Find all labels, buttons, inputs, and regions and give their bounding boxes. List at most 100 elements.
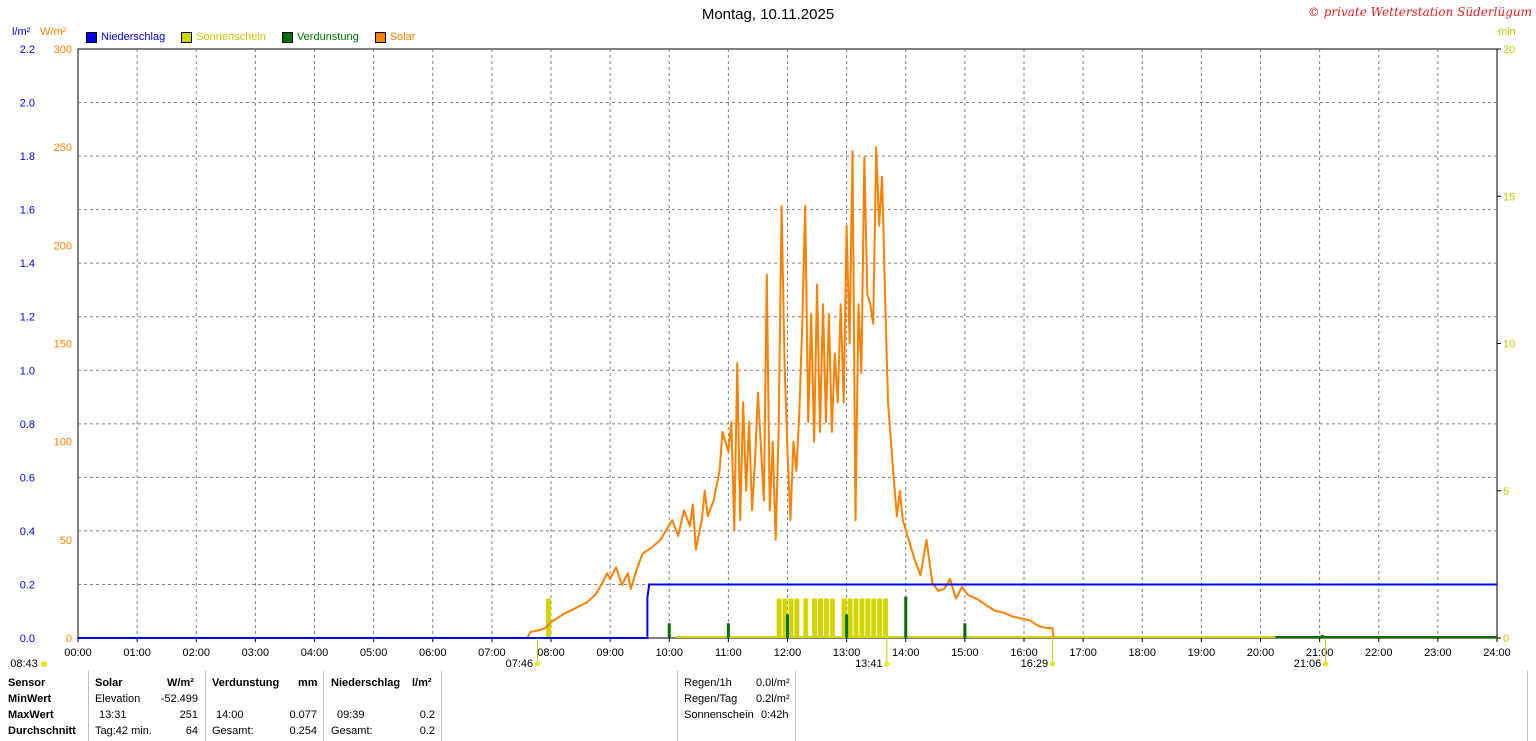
extra-value: 0.0l/m² bbox=[756, 677, 790, 689]
sunshine-bar bbox=[776, 598, 782, 638]
legend-swatch bbox=[374, 31, 386, 43]
x-tick-label: 10:00 bbox=[655, 647, 683, 659]
y-tick-label-minutes: 0 bbox=[1503, 633, 1509, 645]
y-tick-label-solar: 150 bbox=[54, 339, 72, 351]
y-tick-label-minutes: 5 bbox=[1503, 486, 1509, 498]
legend-swatch bbox=[281, 31, 293, 43]
y-tick-label-minutes: 20 bbox=[1503, 44, 1515, 56]
sunshine-bar bbox=[877, 598, 883, 638]
rain-header: Niederschlag bbox=[331, 677, 401, 689]
solar-min-value: -52.499 bbox=[160, 693, 198, 705]
x-tick-label: 09:00 bbox=[596, 647, 624, 659]
extra-label: Sonnenschein bbox=[684, 709, 754, 721]
sun-marker-label: 07:46 bbox=[506, 658, 534, 670]
x-tick-label: 18:00 bbox=[1128, 647, 1156, 659]
y-tick-label-rain: 0.4 bbox=[20, 526, 35, 538]
y-tick-label-rain: 0.2 bbox=[20, 579, 35, 591]
rain-unit-label: l/m² bbox=[12, 26, 31, 38]
legend-label: Niederschlag bbox=[101, 31, 166, 43]
divider bbox=[1527, 671, 1528, 741]
x-tick-label: 06:00 bbox=[419, 647, 447, 659]
x-tick-label: 17:00 bbox=[1069, 647, 1097, 659]
sunshine-bar bbox=[794, 598, 800, 638]
x-tick-label: 24:00 bbox=[1483, 647, 1511, 659]
legend-label: Verdunstung bbox=[296, 31, 359, 43]
y-tick-label-solar: 250 bbox=[54, 142, 72, 154]
evap-unit: mm bbox=[298, 677, 318, 689]
chart-title: Montag, 10.11.2025 bbox=[701, 6, 835, 23]
sunshine-bar bbox=[859, 598, 865, 638]
legend-label: Solar bbox=[389, 31, 416, 43]
sunshine-bar bbox=[803, 598, 809, 638]
solar-avg-value: 64 bbox=[185, 725, 198, 737]
solar-max-value: 251 bbox=[179, 709, 198, 721]
evaporation-bar bbox=[726, 623, 730, 638]
x-tick-label: 05:00 bbox=[360, 647, 388, 659]
y-tick-label-rain: 0.0 bbox=[20, 633, 35, 645]
x-tick-label: 20:00 bbox=[1247, 647, 1275, 659]
x-tick-label: 07:00 bbox=[478, 647, 506, 659]
stats-row-label: Durchschnitt bbox=[8, 725, 76, 737]
solar-avg-label: Tag:42 min. bbox=[95, 725, 152, 737]
y-tick-label-solar: 300 bbox=[54, 44, 72, 56]
x-tick-label: 23:00 bbox=[1424, 647, 1452, 659]
x-tick-label: 21:00 bbox=[1306, 647, 1334, 659]
evaporation-bar bbox=[904, 596, 908, 638]
sun-marker-label: 08:43 bbox=[10, 658, 38, 670]
divider bbox=[323, 671, 324, 741]
y-tick-label-solar: 200 bbox=[54, 240, 72, 252]
divider bbox=[441, 671, 442, 741]
y-tick-label-rain: 2.2 bbox=[20, 44, 35, 56]
sun-marker-dot bbox=[1323, 661, 1329, 667]
y-tick-label-minutes: 15 bbox=[1503, 191, 1515, 203]
evaporation-bar bbox=[786, 614, 789, 638]
rain-max-value: 0.2 bbox=[419, 709, 435, 721]
sunshine-bar bbox=[823, 598, 829, 638]
evap-max-value: 0.077 bbox=[289, 709, 317, 721]
solar-unit-label: W/m² bbox=[40, 26, 67, 38]
sun-marker-dot bbox=[534, 661, 540, 667]
x-tick-label: 02:00 bbox=[182, 647, 210, 659]
solar-min-label: Elevation bbox=[95, 693, 141, 705]
legend-swatch bbox=[86, 31, 97, 43]
legend-label: Sonnenschein bbox=[196, 31, 266, 43]
extra-label: Regen/1h bbox=[684, 677, 732, 689]
sunshine-bar bbox=[788, 598, 794, 638]
rain-avg-value: 0.2 bbox=[419, 725, 435, 737]
evaporation-bar bbox=[963, 623, 967, 638]
copyright-text: © private Wetterstation Süderlügum bbox=[1307, 5, 1532, 19]
sunshine-bar bbox=[818, 598, 824, 638]
rain-max-label: 09:39 bbox=[337, 709, 365, 721]
evaporation-bar bbox=[845, 614, 849, 638]
y-tick-label-rain: 2.0 bbox=[20, 98, 35, 110]
rain-avg-label: Gesamt: bbox=[331, 725, 373, 737]
rain-line bbox=[78, 583, 1497, 639]
sun-marker-label: 21:06 bbox=[1294, 658, 1322, 670]
sun-marker-dot bbox=[41, 661, 47, 667]
sun-marker-dot bbox=[1049, 661, 1055, 667]
x-tick-label: 01:00 bbox=[123, 647, 151, 659]
solar-header: Solar bbox=[95, 677, 123, 689]
evaporation-bar bbox=[667, 623, 671, 638]
legend-swatch bbox=[181, 31, 193, 43]
y-tick-label-solar: 50 bbox=[60, 535, 72, 547]
y-tick-label-solar: 100 bbox=[54, 437, 72, 449]
divider bbox=[795, 671, 796, 741]
legend-item-solar: Solar bbox=[374, 31, 416, 43]
sunshine-bar bbox=[812, 598, 818, 638]
x-tick-label: 03:00 bbox=[242, 647, 270, 659]
evap-avg-value: 0.254 bbox=[289, 725, 317, 737]
sunshine-bar bbox=[865, 598, 871, 638]
y-tick-label-minutes: 10 bbox=[1503, 339, 1515, 351]
sunshine-bar bbox=[847, 598, 853, 638]
stats-row-label: Sensor bbox=[8, 677, 46, 689]
legend: Niederschlag Sonnenschein Verdunstung So… bbox=[86, 31, 431, 43]
legend-item-verdunstung: Verdunstung bbox=[281, 31, 359, 43]
sun-marker-label: 16:29 bbox=[1021, 658, 1049, 670]
sunshine-bar bbox=[871, 598, 877, 638]
y-tick-label-rain: 0.8 bbox=[20, 419, 35, 431]
sun-marker-label: 13:41 bbox=[855, 658, 883, 670]
sunshine-bar bbox=[782, 598, 788, 638]
sunshine-bar bbox=[883, 598, 889, 638]
stats-row-label: MaxWert bbox=[8, 709, 54, 721]
